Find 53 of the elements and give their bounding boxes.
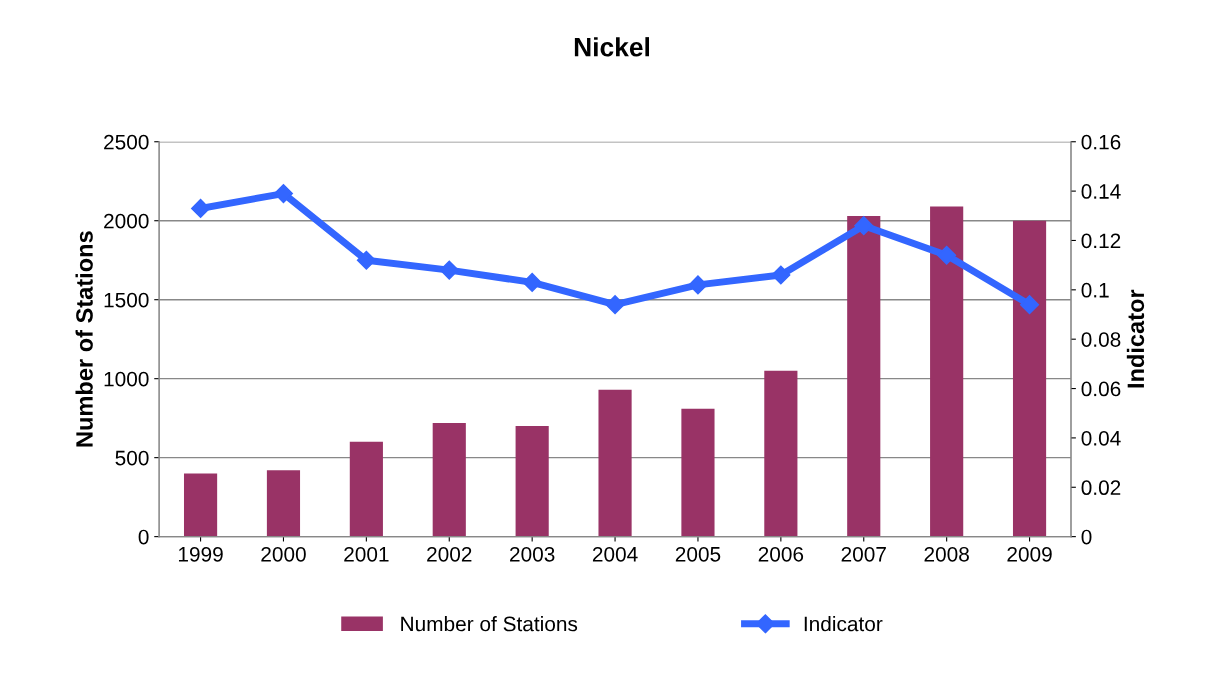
y-tick-label: 1000 xyxy=(104,371,149,387)
y2-tick-label: 0.06 xyxy=(1081,381,1121,397)
point xyxy=(1020,295,1040,315)
x-tick-label: 2009 xyxy=(1007,546,1052,562)
point xyxy=(771,265,791,285)
y-tick-label: 0 xyxy=(138,529,149,545)
x-tick-label: 2004 xyxy=(592,546,638,562)
legend-label: Number of Stations xyxy=(401,616,578,632)
point xyxy=(522,272,542,292)
x-tick-label: 2003 xyxy=(510,546,555,562)
bar xyxy=(764,370,798,537)
point xyxy=(356,250,376,270)
point xyxy=(854,216,874,236)
bar xyxy=(432,422,466,537)
y-tick-label: 500 xyxy=(115,450,149,466)
point xyxy=(937,245,957,265)
bar xyxy=(681,408,715,537)
y-tick-label: 1500 xyxy=(104,292,149,308)
bar xyxy=(266,470,301,537)
point xyxy=(439,260,459,280)
y2-tick-label: 0.12 xyxy=(1081,233,1121,249)
y2-tick-label: 0.08 xyxy=(1081,332,1121,347)
point xyxy=(191,198,211,218)
point xyxy=(605,295,625,315)
chart-title: Nickel xyxy=(574,37,650,57)
x-tick-label: 2002 xyxy=(427,546,472,562)
bar xyxy=(598,389,632,537)
y2-tick-label: 0.1 xyxy=(1081,282,1109,298)
bar xyxy=(930,206,964,537)
point xyxy=(273,184,294,204)
bar xyxy=(1012,220,1047,537)
legend-label: Indicator xyxy=(804,616,883,632)
x-tick-label: 2001 xyxy=(344,546,389,562)
y2-tick-label: 0.02 xyxy=(1081,480,1121,496)
bar xyxy=(183,473,218,537)
y-tick-label: 2500 xyxy=(104,134,149,150)
x-tick-label: 2000 xyxy=(261,546,306,562)
bar xyxy=(847,215,881,537)
bar xyxy=(515,426,549,537)
x-tick-label: 2008 xyxy=(924,546,969,562)
y-tick-label: 2000 xyxy=(104,213,149,229)
y2-tick-label: 0.04 xyxy=(1081,430,1121,446)
y-axis-title: Number of Stations xyxy=(75,231,93,447)
bar xyxy=(349,441,383,537)
point xyxy=(688,275,708,295)
x-tick-label: 2007 xyxy=(841,546,886,562)
y2-tick-label: 0 xyxy=(1081,529,1092,545)
x-tick-label: 2005 xyxy=(675,546,721,562)
y2-tick-label: 0.16 xyxy=(1081,134,1121,150)
x-tick-label: 1999 xyxy=(178,546,223,562)
y2-axis-title: Indicator xyxy=(1126,289,1145,388)
y2-tick-label: 0.14 xyxy=(1081,184,1121,199)
x-tick-label: 2006 xyxy=(758,546,804,562)
